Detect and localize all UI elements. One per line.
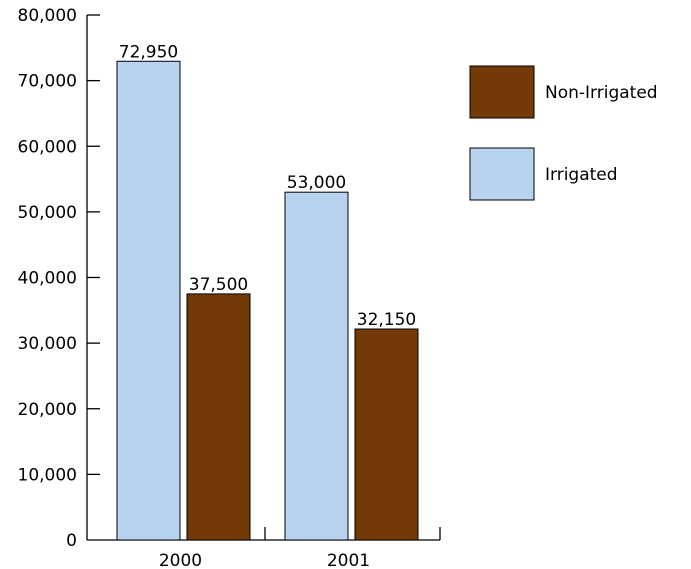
y-axis: 0 10,000 20,000 30,000 40,000 50,000 60,000 70,… [18,6,100,551]
legend-label: Non-Irrigated [545,83,658,103]
data-labels: 72,950 37,500 53,000 32,150 [119,42,416,330]
legend-swatch [469,65,535,119]
data-label: 32,150 [357,310,416,330]
y-tick-label: 20,000 [18,400,77,420]
data-label: 72,950 [119,42,178,62]
y-tick-label: 40,000 [18,269,77,289]
y-tick-label: 10,000 [18,465,77,485]
data-label: 53,000 [287,173,346,193]
legend: Non-Irrigated Irrigated [469,65,658,201]
bar [284,191,349,541]
y-tick-label: 0 [66,531,77,551]
y-tick-label: 80,000 [18,6,77,26]
bar [116,60,181,541]
y-tick-label: 60,000 [18,137,77,157]
y-tick-label: 50,000 [18,203,77,223]
legend-label: Irrigated [545,165,618,185]
bars [116,60,419,541]
x-tick-label: 2000 [159,551,202,569]
y-tick-label: 30,000 [18,334,77,354]
bar [354,328,419,541]
legend-swatch [469,147,535,201]
y-tick-label: 70,000 [18,72,77,92]
data-label: 37,500 [189,275,248,295]
x-tick-label: 2001 [327,551,370,569]
bar [186,293,251,541]
